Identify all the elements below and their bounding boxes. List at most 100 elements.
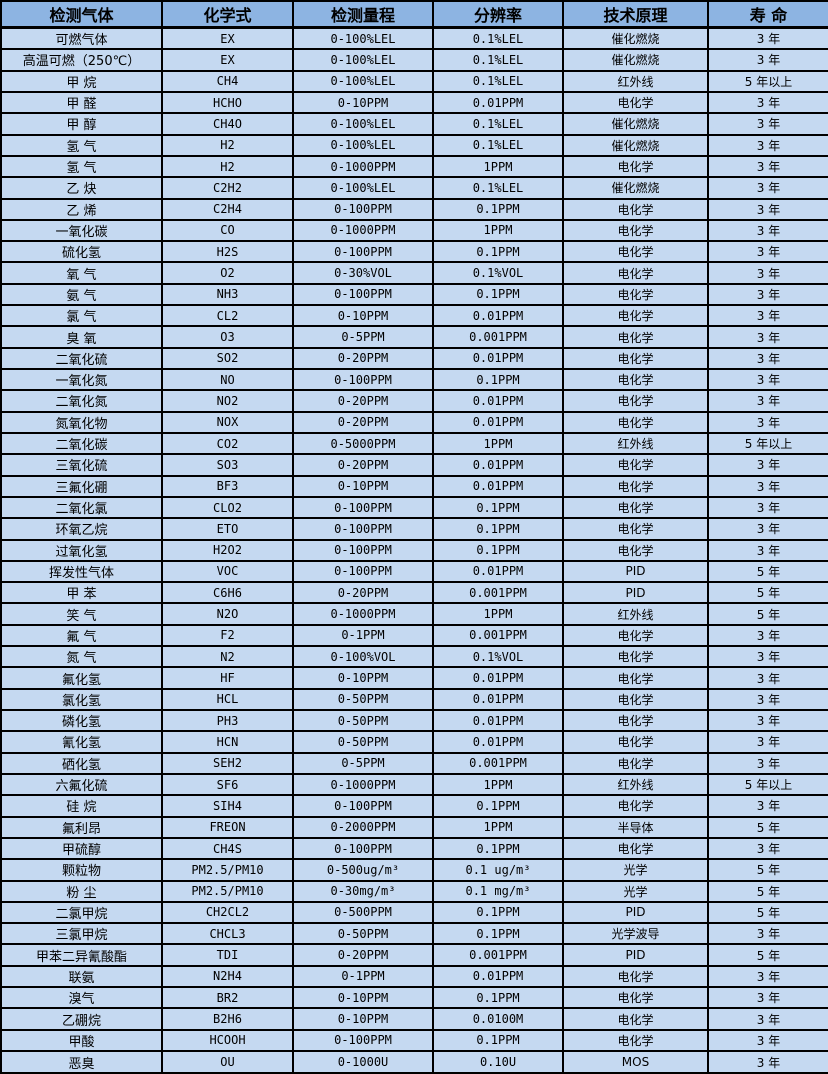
table-row: 氟 气 F2 0-1PPM 0.001PPM 电化学 3 年 <box>0 623 828 648</box>
cell-principle: 电化学 <box>562 389 709 413</box>
cell-resolution: 0.001PPM <box>432 751 564 775</box>
cell-life: 3 年 <box>707 666 828 690</box>
cell-formula: NOX <box>161 410 294 434</box>
cell-gas: 氰化氢 <box>0 730 163 754</box>
cell-resolution: 0.01PPM <box>432 304 564 328</box>
cell-formula: EX <box>161 48 294 72</box>
cell-formula: HCOOH <box>161 1028 294 1053</box>
cell-range: 0-100PPM <box>292 836 434 861</box>
cell-resolution: 0.01PPM <box>432 709 564 733</box>
cell-resolution: 0.01PPM <box>432 964 564 989</box>
table-header: 检测气体 化学式 检测量程 分辨率 技术原理 寿 命 <box>0 0 828 29</box>
cell-principle: 电化学 <box>562 836 709 861</box>
cell-range: 0-100%VOL <box>292 645 434 669</box>
cell-gas: 甲酸 <box>0 1028 163 1053</box>
table-row: 硫化氢 H2S 0-100PPM 0.1PPM 电化学 3 年 <box>0 240 828 264</box>
cell-gas: 二氧化硫 <box>0 346 163 371</box>
cell-formula: HCN <box>161 730 294 754</box>
cell-gas: 甲 醛 <box>0 90 163 115</box>
column-header-life: 寿 命 <box>707 0 828 29</box>
cell-gas: 甲 烷 <box>0 69 163 93</box>
cell-principle: 电化学 <box>562 410 709 434</box>
cell-resolution: 0.001PPM <box>432 581 564 605</box>
cell-life: 3 年 <box>707 133 828 157</box>
cell-life: 3 年 <box>707 346 828 371</box>
cell-resolution: 0.0100M <box>432 1007 564 1031</box>
cell-gas: 磷化氢 <box>0 709 163 733</box>
cell-gas: 溴气 <box>0 986 163 1010</box>
table-row: 乙硼烷 B2H6 0-10PPM 0.0100M 电化学 3 年 <box>0 1007 828 1031</box>
cell-range: 0-10PPM <box>292 666 434 690</box>
cell-gas: 硒化氢 <box>0 751 163 775</box>
cell-range: 0-100%LEL <box>292 48 434 72</box>
cell-formula: N2O <box>161 602 294 626</box>
cell-formula: O2 <box>161 261 294 285</box>
column-header-principle: 技术原理 <box>562 0 709 29</box>
cell-resolution: 0.1%LEL <box>432 176 564 200</box>
cell-formula: NO2 <box>161 389 294 413</box>
cell-formula: PM2.5/PM10 <box>161 879 294 903</box>
cell-gas: 二氧化碳 <box>0 431 163 456</box>
table-row: 臭 氧 O3 0-5PPM 0.001PPM 电化学 3 年 <box>0 325 828 349</box>
cell-principle: 电化学 <box>562 197 709 221</box>
cell-range: 0-100%LEL <box>292 133 434 157</box>
table-row: 恶臭 OU 0-1000U 0.10U MOS 3 年 <box>0 1050 828 1074</box>
table-row: 硒化氢 SEH2 0-5PPM 0.001PPM 电化学 3 年 <box>0 751 828 775</box>
cell-formula: BR2 <box>161 986 294 1010</box>
cell-range: 0-1000PPM <box>292 602 434 626</box>
cell-formula: H2 <box>161 133 294 157</box>
cell-gas: 硫化氢 <box>0 240 163 264</box>
cell-formula: HCHO <box>161 90 294 115</box>
cell-formula: CH4 <box>161 69 294 93</box>
cell-life: 3 年 <box>707 154 828 179</box>
cell-resolution: 0.01PPM <box>432 90 564 115</box>
cell-life: 3 年 <box>707 687 828 712</box>
cell-range: 0-10PPM <box>292 304 434 328</box>
cell-formula: SIH4 <box>161 794 294 818</box>
cell-life: 5 年 <box>707 602 828 626</box>
cell-life: 3 年 <box>707 218 828 243</box>
cell-gas: 二氯甲烷 <box>0 900 163 925</box>
cell-range: 0-500ug/m³ <box>292 858 434 882</box>
cell-range: 0-500PPM <box>292 900 434 925</box>
cell-formula: SEH2 <box>161 751 294 775</box>
cell-formula: OU <box>161 1050 294 1074</box>
cell-resolution: 0.001PPM <box>432 943 564 967</box>
cell-resolution: 0.1%VOL <box>432 645 564 669</box>
cell-gas: 硅 烷 <box>0 794 163 818</box>
cell-gas: 乙 炔 <box>0 176 163 200</box>
table-row: 笑 气 N2O 0-1000PPM 1PPM 红外线 5 年 <box>0 602 828 626</box>
cell-resolution: 0.1PPM <box>432 794 564 818</box>
cell-life: 3 年 <box>707 1050 828 1074</box>
cell-life: 3 年 <box>707 922 828 946</box>
cell-formula: F2 <box>161 623 294 648</box>
cell-gas: 氟利昂 <box>0 815 163 839</box>
cell-formula: C6H6 <box>161 581 294 605</box>
cell-life: 3 年 <box>707 368 828 392</box>
cell-formula: CH4S <box>161 836 294 861</box>
cell-life: 3 年 <box>707 112 828 136</box>
cell-principle: 电化学 <box>562 154 709 179</box>
cell-resolution: 0.1PPM <box>432 517 564 541</box>
cell-formula: B2H6 <box>161 1007 294 1031</box>
cell-life: 3 年 <box>707 389 828 413</box>
cell-gas: 一氧化碳 <box>0 218 163 243</box>
cell-principle: 电化学 <box>562 304 709 328</box>
cell-resolution: 0.1PPM <box>432 900 564 925</box>
cell-formula: CO <box>161 218 294 243</box>
cell-resolution: 0.1%LEL <box>432 26 564 51</box>
cell-gas: 六氟化硫 <box>0 772 163 797</box>
table-row: 挥发性气体 VOC 0-100PPM 0.01PPM PID 5 年 <box>0 559 828 584</box>
cell-gas: 氧 气 <box>0 261 163 285</box>
cell-life: 5 年 <box>707 815 828 839</box>
cell-gas: 粉 尘 <box>0 879 163 903</box>
cell-gas: 甲苯二异氰酸酯 <box>0 943 163 967</box>
cell-resolution: 0.10U <box>432 1050 564 1074</box>
cell-principle: 电化学 <box>562 709 709 733</box>
cell-gas: 氯化氢 <box>0 687 163 712</box>
cell-principle: 半导体 <box>562 815 709 839</box>
cell-principle: 电化学 <box>562 495 709 520</box>
cell-life: 3 年 <box>707 751 828 775</box>
cell-formula: O3 <box>161 325 294 349</box>
